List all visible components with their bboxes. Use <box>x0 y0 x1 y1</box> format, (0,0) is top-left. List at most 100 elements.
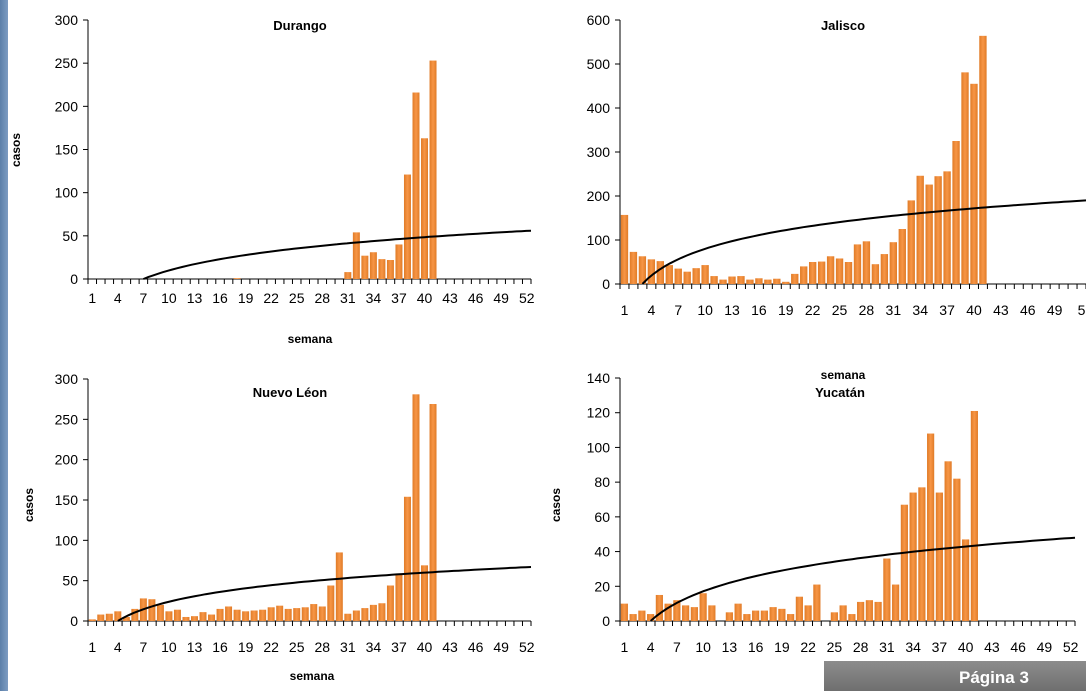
trend-curve <box>641 199 1086 285</box>
x-tick-label: 22 <box>263 639 279 655</box>
bar <box>250 610 258 621</box>
x-tick-label: 25 <box>832 302 848 318</box>
bar <box>620 214 629 284</box>
bar <box>892 584 900 621</box>
x-tick-label: 52 <box>519 290 535 306</box>
bar <box>344 613 352 621</box>
bar <box>874 601 882 621</box>
bar <box>839 605 847 621</box>
y-tick-label: 100 <box>55 532 79 548</box>
x-tick-label: 28 <box>314 639 330 655</box>
bar <box>225 606 233 621</box>
bar <box>335 552 343 621</box>
y-tick-label: 100 <box>587 439 611 455</box>
x-tick-label: 13 <box>724 302 740 318</box>
x-tick-label: 1 <box>620 639 628 655</box>
bar <box>970 83 978 284</box>
bar <box>352 610 360 621</box>
bar <box>787 614 795 621</box>
y-tick-label: 100 <box>587 232 611 248</box>
x-tick-label: 7 <box>139 290 147 306</box>
bar <box>638 256 647 284</box>
x-tick-label: 49 <box>1037 639 1053 655</box>
bar <box>953 478 961 621</box>
bar <box>429 60 437 280</box>
y-tick-label: 300 <box>55 371 79 387</box>
bar <box>719 279 727 284</box>
x-tick-label: 1 <box>88 639 96 655</box>
bar <box>647 614 655 621</box>
bar <box>871 264 880 284</box>
x-tick-label: 22 <box>800 639 816 655</box>
bar <box>173 609 181 621</box>
x-axis-title: semana <box>290 669 335 683</box>
bar <box>620 603 628 621</box>
bar <box>114 611 122 621</box>
x-tick-label: 34 <box>366 290 382 306</box>
x-tick-label: 4 <box>647 639 655 655</box>
bar <box>674 268 682 284</box>
bar <box>122 616 130 621</box>
bar <box>97 614 105 621</box>
bar <box>826 256 835 284</box>
bar <box>737 276 745 284</box>
x-tick-label: 49 <box>493 290 509 306</box>
x-tick-label: 37 <box>391 639 407 655</box>
page-number-badge: Página 3 <box>824 661 1086 691</box>
x-tick-label: 37 <box>939 302 955 318</box>
y-tick-label: 40 <box>594 544 610 560</box>
left-page-edge <box>0 0 8 691</box>
trend-curve <box>649 536 1076 622</box>
x-tick-label: 13 <box>187 290 203 306</box>
chart-2: 0 100 200 300 400 500 600 1 4 7 10 13 16 19 22 25 28 31 34… <box>587 12 1086 382</box>
x-tick-label: 16 <box>751 302 767 318</box>
bar <box>900 504 908 621</box>
x-tick-label: 37 <box>391 290 407 306</box>
bar <box>664 603 672 621</box>
bar <box>701 265 709 284</box>
x-tick-label: 46 <box>468 639 484 655</box>
bar <box>943 171 951 284</box>
y-tick-label: 150 <box>55 492 79 508</box>
bar <box>725 612 733 621</box>
bar <box>728 276 736 284</box>
x-tick-label: 19 <box>238 290 254 306</box>
bar <box>208 614 216 621</box>
x-tick-label: 1 <box>621 302 629 318</box>
chart-title: Yucatán <box>815 385 865 400</box>
x-tick-label: 5 <box>1078 302 1086 318</box>
y-tick-label: 100 <box>55 185 79 201</box>
x-tick-label: 28 <box>853 639 869 655</box>
bar <box>378 603 386 621</box>
bar <box>629 251 638 284</box>
bar <box>352 232 360 279</box>
bar <box>361 608 369 621</box>
x-tick-label: 31 <box>886 302 902 318</box>
bar <box>778 608 786 621</box>
bar <box>378 259 386 279</box>
bar <box>907 200 915 284</box>
bar <box>699 593 707 621</box>
y-tick-label: 300 <box>55 12 79 28</box>
x-tick-label: 4 <box>647 302 655 318</box>
bar <box>412 394 420 621</box>
x-tick-label: 10 <box>697 302 713 318</box>
bar <box>386 585 394 621</box>
y-tick-label: 0 <box>70 613 78 629</box>
chart-1: 0 50 100 150 200 250 300 1 4 7 10 13 16 19 22 25 28 31 34 3… <box>9 12 535 346</box>
bar <box>638 610 646 621</box>
bar <box>927 433 935 621</box>
bar <box>795 596 803 621</box>
x-tick-label: 25 <box>827 639 843 655</box>
chart-4: 0 20 40 60 80 100 120 140 1 4 7 10 13 16 19 22 25 28 31 34 3… <box>549 370 1079 691</box>
x-tick-label: 28 <box>314 290 330 306</box>
y-tick-label: 50 <box>62 228 78 244</box>
x-tick-label: 31 <box>879 639 895 655</box>
x-tick-label: 31 <box>340 290 356 306</box>
x-tick-label: 16 <box>212 290 228 306</box>
x-tick-label: 52 <box>1063 639 1079 655</box>
x-tick-label: 43 <box>442 290 458 306</box>
bar <box>808 262 817 284</box>
x-tick-label: 34 <box>912 302 928 318</box>
bar <box>242 611 250 621</box>
